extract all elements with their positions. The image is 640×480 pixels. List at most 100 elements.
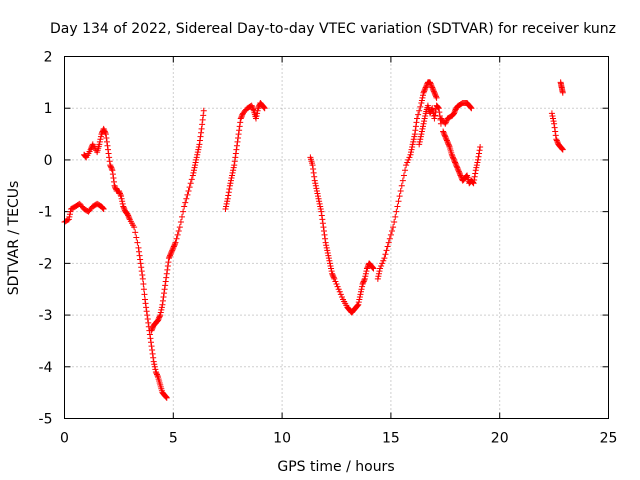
data-point	[454, 164, 461, 171]
data-point	[552, 132, 559, 139]
data-point	[456, 171, 463, 178]
data-point	[310, 169, 317, 176]
data-point	[147, 335, 154, 342]
data-point	[431, 112, 438, 119]
data-point	[120, 204, 127, 211]
data-point	[224, 195, 231, 202]
data-point	[434, 103, 441, 110]
data-point	[227, 177, 234, 184]
data-point	[136, 248, 143, 255]
data-point	[395, 198, 402, 205]
data-point	[124, 211, 131, 218]
x-tick-label: 10	[273, 431, 291, 447]
data-point	[111, 182, 118, 189]
data-point	[109, 167, 116, 174]
data-point	[121, 206, 128, 213]
data-point	[409, 144, 416, 150]
data-point	[391, 218, 398, 225]
data-point	[162, 278, 169, 285]
data-point	[429, 84, 436, 91]
data-point	[436, 109, 443, 116]
data-point	[323, 244, 330, 251]
series-seg9	[440, 128, 484, 187]
data-point	[312, 180, 319, 187]
data-point	[433, 93, 440, 100]
data-point	[186, 184, 193, 191]
x-tick-label: 5	[169, 431, 178, 447]
data-point	[144, 315, 151, 322]
data-point	[451, 156, 458, 163]
data-point	[411, 131, 418, 138]
data-point	[65, 216, 72, 223]
data-point	[153, 371, 160, 378]
data-point	[163, 394, 170, 401]
data-point	[252, 115, 259, 122]
series-seg1	[61, 200, 107, 225]
data-point	[363, 268, 370, 275]
data-point	[157, 309, 164, 316]
data-point	[394, 203, 401, 210]
data-point	[381, 255, 388, 262]
data-point	[222, 206, 229, 213]
data-point	[189, 172, 196, 179]
data-point	[421, 87, 428, 94]
data-point	[103, 134, 110, 141]
data-point	[165, 255, 172, 262]
axis-ticks: 0 5 10 15 20 25 -5 -4 -3 -2 -1 0 1 2	[39, 50, 618, 447]
data-point	[440, 128, 447, 135]
y-tick-label: -4	[39, 360, 53, 376]
data-point	[226, 186, 233, 193]
data-point	[87, 146, 94, 153]
data-point	[435, 105, 442, 112]
data-point	[445, 140, 452, 147]
data-point	[179, 213, 186, 220]
data-point	[330, 273, 337, 280]
data-point	[548, 110, 555, 117]
data-point	[399, 177, 406, 184]
data-point	[132, 229, 139, 236]
data-point	[415, 111, 422, 118]
data-point	[105, 150, 112, 157]
data-point	[440, 129, 447, 136]
data-point	[223, 203, 230, 210]
x-tick-label: 20	[491, 431, 509, 447]
data-point	[416, 141, 423, 148]
data-point	[427, 80, 434, 87]
data-point	[418, 97, 425, 104]
data-point	[115, 187, 122, 194]
data-point	[185, 187, 192, 194]
data-points	[61, 79, 566, 401]
data-point	[554, 138, 561, 145]
data-point	[107, 162, 114, 169]
data-point	[230, 167, 237, 174]
data-point	[422, 85, 429, 92]
series-seg2	[81, 125, 170, 401]
data-point	[196, 141, 203, 148]
data-point	[161, 286, 168, 293]
data-point	[170, 243, 177, 250]
data-point	[359, 283, 366, 290]
data-point	[431, 90, 438, 97]
data-point	[390, 224, 397, 231]
data-point	[409, 141, 416, 148]
data-point	[188, 176, 195, 183]
data-point	[362, 273, 369, 280]
data-point	[119, 198, 126, 205]
series-seg3	[148, 107, 207, 334]
data-point	[361, 277, 368, 284]
data-point	[309, 162, 316, 169]
data-point	[319, 216, 326, 223]
data-point	[446, 142, 453, 149]
data-point	[155, 315, 162, 322]
data-point	[158, 306, 165, 313]
data-point	[329, 271, 336, 278]
data-point	[140, 286, 147, 293]
data-point	[142, 300, 149, 307]
data-point	[476, 147, 483, 154]
data-point	[237, 115, 244, 122]
data-point	[384, 243, 391, 250]
data-point	[452, 159, 459, 166]
data-point	[443, 137, 450, 144]
data-point	[442, 119, 449, 126]
x-axis-label: GPS time / hours	[277, 459, 394, 475]
